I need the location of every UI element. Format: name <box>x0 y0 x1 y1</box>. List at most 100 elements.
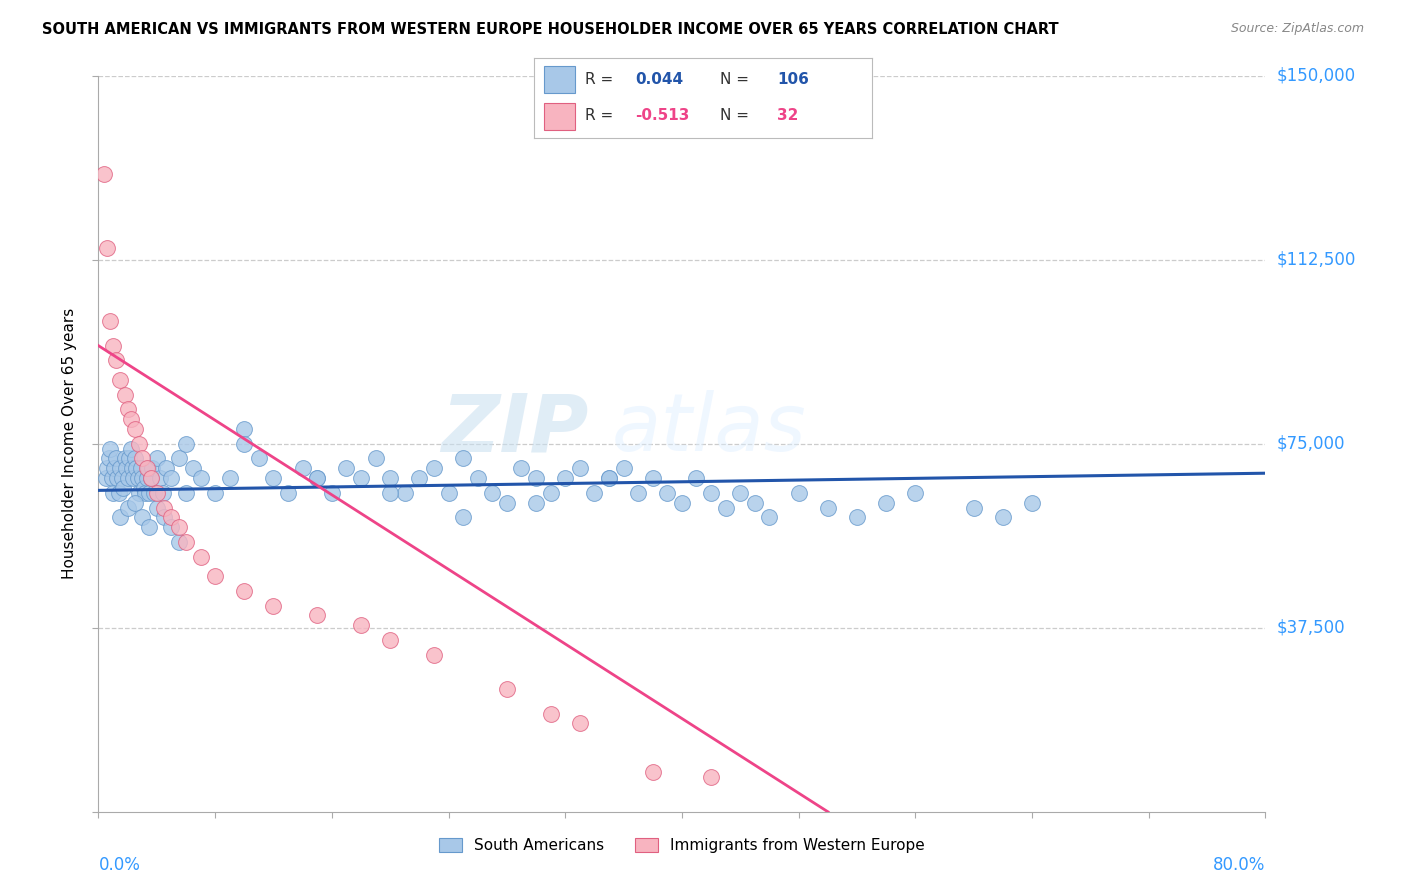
Point <box>627 485 650 500</box>
Point <box>96 461 118 475</box>
Point <box>233 583 256 598</box>
Point <box>350 471 373 485</box>
Point <box>127 471 149 485</box>
Point <box>540 706 562 721</box>
Point <box>160 510 183 524</box>
Text: $112,500: $112,500 <box>1277 251 1357 268</box>
Point <box>120 412 142 426</box>
Point <box>167 534 190 549</box>
Point <box>131 451 153 466</box>
Point <box>190 471 212 485</box>
Point <box>120 442 142 456</box>
Point <box>118 451 141 466</box>
Point <box>394 485 416 500</box>
Point <box>204 485 226 500</box>
Point <box>247 451 270 466</box>
Text: ZIP: ZIP <box>441 390 589 468</box>
Point <box>991 510 1014 524</box>
Point <box>136 461 159 475</box>
Point <box>146 451 169 466</box>
Point <box>181 461 204 475</box>
Point <box>129 461 152 475</box>
Point <box>817 500 839 515</box>
Point <box>744 496 766 510</box>
Point <box>1021 496 1043 510</box>
Point <box>380 471 402 485</box>
Point <box>568 716 591 731</box>
Point <box>540 485 562 500</box>
Point <box>167 451 190 466</box>
Point <box>335 461 357 475</box>
Point <box>174 436 197 450</box>
Point <box>291 461 314 475</box>
Point <box>152 485 174 500</box>
Point <box>104 353 127 368</box>
Point <box>139 471 162 485</box>
Point <box>141 461 163 475</box>
Point <box>174 485 197 500</box>
Point <box>875 496 897 510</box>
Point <box>108 485 131 500</box>
Point <box>437 485 460 500</box>
Point <box>100 471 122 485</box>
Point <box>103 461 125 475</box>
Point <box>128 436 150 450</box>
Text: $75,000: $75,000 <box>1277 434 1346 453</box>
Point <box>714 500 737 515</box>
Point <box>135 461 157 475</box>
Point <box>124 496 146 510</box>
Point <box>380 485 402 500</box>
Point <box>160 471 183 485</box>
Point <box>98 442 121 456</box>
Point <box>128 485 150 500</box>
Point <box>524 496 547 510</box>
Point <box>730 485 752 500</box>
Point <box>167 520 190 534</box>
Point <box>554 471 576 485</box>
Point <box>641 471 664 485</box>
Point <box>121 461 143 475</box>
Point <box>94 471 117 485</box>
Point <box>496 496 519 510</box>
Point <box>321 485 343 500</box>
Point <box>846 510 869 524</box>
Text: 106: 106 <box>778 72 808 87</box>
Point <box>962 500 984 515</box>
Point <box>114 451 136 466</box>
Point <box>467 471 489 485</box>
Point <box>496 681 519 696</box>
Point <box>117 471 139 485</box>
Text: N =: N = <box>720 108 754 123</box>
Point <box>131 510 153 524</box>
Point <box>117 500 139 515</box>
Point <box>700 485 723 500</box>
Point <box>758 510 780 524</box>
Point <box>93 167 115 181</box>
Point <box>262 471 284 485</box>
Point <box>115 461 138 475</box>
Point <box>481 485 503 500</box>
Text: 0.044: 0.044 <box>636 72 683 87</box>
Point <box>904 485 927 500</box>
Text: 32: 32 <box>778 108 799 123</box>
Point <box>277 485 299 500</box>
Y-axis label: Householder Income Over 65 years: Householder Income Over 65 years <box>62 308 77 580</box>
Point <box>110 510 132 524</box>
Point <box>700 771 723 785</box>
Point <box>132 481 155 495</box>
Point <box>568 461 591 475</box>
Point <box>153 510 176 524</box>
Point <box>110 461 132 475</box>
Text: R =: R = <box>585 72 619 87</box>
Point <box>423 648 446 662</box>
Point <box>350 618 373 632</box>
Point <box>134 485 156 500</box>
Bar <box>544 66 575 94</box>
Point <box>122 471 145 485</box>
Point <box>139 471 162 485</box>
Point <box>262 599 284 613</box>
Point <box>657 485 679 500</box>
Point <box>155 461 177 475</box>
Point <box>671 496 693 510</box>
Point <box>135 471 157 485</box>
